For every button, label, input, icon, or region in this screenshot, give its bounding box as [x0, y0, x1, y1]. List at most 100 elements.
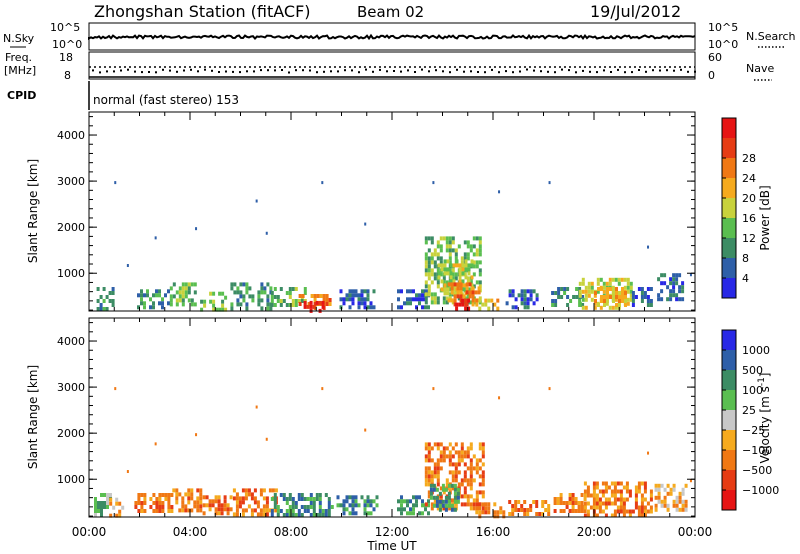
- range-gate-cell: [437, 263, 441, 268]
- range-gate-cell: [643, 505, 647, 510]
- isolated-echo-point: [432, 387, 435, 391]
- range-gate-cell: [456, 294, 460, 299]
- freq-point: [680, 68, 682, 71]
- range-gate-cell: [607, 485, 611, 490]
- isolated-echo-point: [364, 428, 367, 432]
- range-gate-cell: [143, 501, 147, 505]
- range-gate-cell: [643, 485, 647, 490]
- range-gate-cell: [459, 294, 463, 299]
- range-gate-cell: [523, 293, 527, 298]
- range-gate-cell: [226, 511, 230, 516]
- freq-point: [106, 70, 108, 73]
- x-tick-label: 04:00: [173, 525, 208, 539]
- range-gate-cell: [257, 302, 261, 307]
- range-gate-cell: [448, 252, 452, 257]
- range-gate-cell: [600, 299, 603, 303]
- range-gate-cell: [602, 285, 606, 290]
- range-gate-cell: [611, 277, 615, 282]
- colorbar-tick-label: 28: [742, 152, 756, 165]
- range-gate-cell: [451, 268, 455, 273]
- range-gate-cell: [587, 281, 591, 286]
- range-gate-cell: [421, 305, 424, 310]
- range-gate-cell: [345, 293, 349, 298]
- range-gate-cell: [433, 466, 437, 471]
- range-gate-cell: [212, 299, 216, 304]
- range-gate-cell: [453, 294, 457, 299]
- range-gate-cell: [455, 306, 459, 311]
- range-gate-cell: [445, 446, 449, 451]
- range-gate-cell: [285, 509, 289, 513]
- range-gate-cell: [456, 499, 460, 504]
- range-gate-cell: [223, 495, 227, 500]
- range-gate-cell: [348, 495, 352, 500]
- range-gate-cell: [523, 297, 527, 302]
- range-gate-cell: [618, 303, 621, 307]
- range-gate-cell: [517, 508, 521, 512]
- range-gate-cell: [435, 495, 439, 500]
- range-gate-cell: [678, 507, 682, 512]
- range-gate-cell: [175, 298, 179, 303]
- range-gate-cell: [223, 499, 227, 504]
- colorbar-tick-label: 20: [742, 192, 756, 205]
- range-gate-cell: [279, 509, 283, 513]
- range-gate-cell: [427, 474, 431, 479]
- range-gate-cell: [511, 512, 515, 516]
- range-gate-cell: [424, 256, 428, 261]
- range-gate-cell: [412, 503, 415, 508]
- range-gate-cell: [94, 497, 97, 501]
- range-gate-cell: [684, 483, 688, 488]
- range-gate-cell: [475, 490, 479, 495]
- range-gate-cell: [629, 289, 633, 294]
- range-gate-cell: [199, 492, 203, 497]
- range-gate-cell: [94, 505, 97, 509]
- range-gate-cell: [105, 295, 109, 299]
- range-gate-cell: [666, 285, 670, 290]
- range-gate-cell: [604, 481, 608, 486]
- range-gate-cell: [152, 501, 156, 505]
- range-gate-cell: [294, 303, 298, 307]
- range-gate-cell: [111, 299, 115, 303]
- range-gate-cell: [463, 462, 467, 467]
- range-gate-cell: [586, 501, 590, 506]
- range-gate-cell: [263, 290, 267, 295]
- range-gate-cell: [478, 298, 482, 303]
- range-gate-cell: [439, 260, 443, 265]
- range-gate-cell: [455, 263, 459, 268]
- range-gate-cell: [418, 297, 421, 302]
- range-gate-cell: [475, 252, 479, 257]
- range-gate-cell: [481, 502, 485, 507]
- freq-point: [113, 70, 115, 73]
- range-gate-cell: [229, 507, 233, 512]
- range-gate-cell: [445, 454, 449, 459]
- range-gate-cell: [634, 489, 638, 494]
- range-gate-cell: [460, 494, 464, 499]
- range-gate-cell: [436, 462, 440, 467]
- range-gate-cell: [463, 252, 467, 257]
- range-gate-cell: [158, 293, 161, 298]
- range-gate-cell: [613, 509, 617, 514]
- range-gate-cell: [312, 304, 316, 309]
- range-gate-cell: [427, 272, 431, 277]
- range-gate-cell: [445, 478, 449, 483]
- freq-point: [274, 69, 276, 72]
- range-gate-cell: [303, 300, 307, 305]
- range-gate-cell: [235, 512, 239, 517]
- range-gate-cell: [190, 298, 194, 303]
- range-gate-cell: [445, 240, 449, 245]
- range-gate-cell: [103, 493, 106, 497]
- range-gate-cell: [436, 442, 440, 447]
- range-gate-cell: [429, 487, 433, 492]
- range-gate-cell: [560, 287, 564, 291]
- range-gate-cell: [451, 486, 455, 491]
- range-gate-cell: [596, 289, 600, 294]
- range-gate-cell: [478, 272, 482, 277]
- range-gate-cell: [472, 252, 476, 257]
- range-gate-cell: [137, 497, 141, 501]
- freq-point: [232, 70, 234, 73]
- range-gate-cell: [675, 273, 679, 278]
- range-gate-cell: [288, 513, 292, 517]
- range-gate-cell: [458, 267, 462, 272]
- range-gate-cell: [108, 299, 112, 303]
- freq-point: [309, 69, 311, 72]
- range-gate-cell: [478, 446, 482, 451]
